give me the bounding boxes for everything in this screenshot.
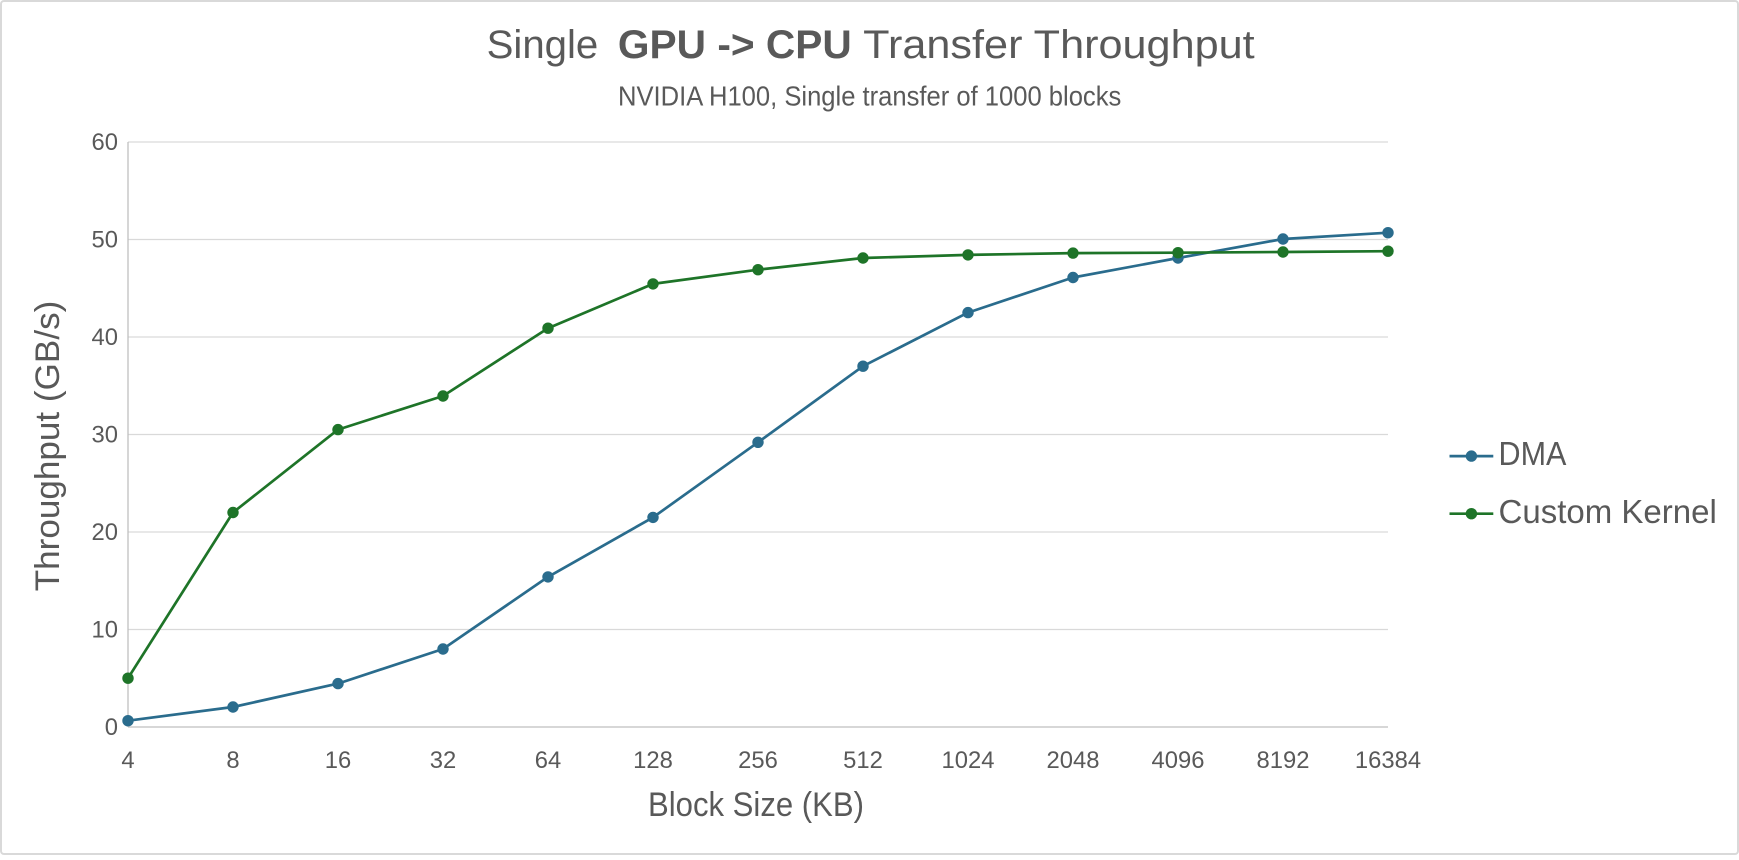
svg-text:30: 30 <box>92 422 118 449</box>
svg-text:256: 256 <box>738 747 778 774</box>
svg-text:64: 64 <box>535 747 561 774</box>
svg-text:2048: 2048 <box>1047 747 1100 774</box>
svg-text:512: 512 <box>843 747 883 774</box>
svg-text:128: 128 <box>633 747 673 774</box>
svg-text:1024: 1024 <box>942 747 995 774</box>
svg-text:40: 40 <box>92 324 118 351</box>
svg-text:Block Size (KB): Block Size (KB) <box>648 786 864 824</box>
svg-text:4: 4 <box>121 747 134 774</box>
svg-text:8192: 8192 <box>1257 747 1310 774</box>
svg-text:Throughput (GB/s): Throughput (GB/s) <box>29 301 67 592</box>
svg-text:GPU -> CPU: GPU -> CPU <box>618 23 852 67</box>
svg-text:0: 0 <box>105 714 118 741</box>
svg-text:Single: Single <box>487 23 599 67</box>
svg-text:Custom Kernel: Custom Kernel <box>1499 493 1717 530</box>
svg-text:20: 20 <box>92 519 118 546</box>
svg-text:32: 32 <box>430 747 456 774</box>
svg-text:10: 10 <box>92 617 118 644</box>
svg-text:50: 50 <box>92 227 118 254</box>
svg-text:DMA: DMA <box>1499 435 1567 472</box>
svg-text:Transfer Throughput: Transfer Throughput <box>863 23 1255 67</box>
svg-text:16384: 16384 <box>1355 747 1421 774</box>
svg-text:4096: 4096 <box>1152 747 1205 774</box>
svg-text:NVIDIA H100, Single transfer o: NVIDIA H100, Single transfer of 1000 blo… <box>618 80 1121 112</box>
svg-text:60: 60 <box>92 129 118 156</box>
svg-text:16: 16 <box>325 747 351 774</box>
svg-text:8: 8 <box>226 747 239 774</box>
